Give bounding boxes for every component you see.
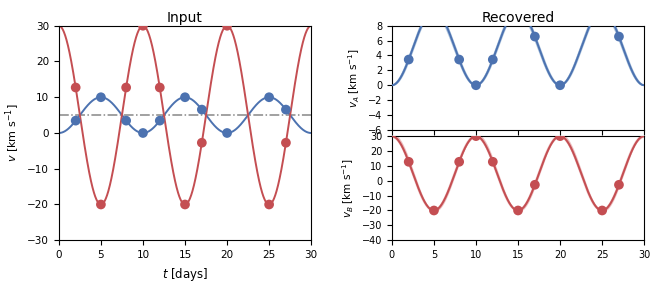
- Y-axis label: $v\ [\mathrm{km\ s}^{-1}]$: $v\ [\mathrm{km\ s}^{-1}]$: [3, 104, 22, 162]
- Point: [471, 134, 481, 138]
- Point: [95, 202, 106, 207]
- Point: [281, 107, 291, 112]
- Point: [180, 202, 190, 207]
- Point: [197, 107, 207, 112]
- Point: [180, 95, 190, 100]
- X-axis label: $t$ [days]: $t$ [days]: [162, 265, 208, 283]
- Point: [513, 208, 523, 213]
- Point: [597, 208, 608, 213]
- Point: [488, 160, 498, 164]
- Point: [264, 95, 274, 100]
- Point: [404, 160, 414, 164]
- Point: [471, 83, 481, 88]
- Point: [197, 140, 207, 145]
- Point: [555, 134, 565, 138]
- Point: [429, 208, 439, 213]
- Point: [597, 9, 608, 13]
- Title: Recovered: Recovered: [481, 11, 555, 25]
- Point: [454, 57, 464, 62]
- Point: [530, 34, 540, 39]
- Point: [530, 182, 540, 187]
- Point: [222, 131, 232, 135]
- Point: [71, 85, 81, 90]
- Point: [429, 9, 439, 13]
- Point: [71, 118, 81, 123]
- Y-axis label: $v_A\ [\mathrm{km\ s}^{-1}]$: $v_A\ [\mathrm{km\ s}^{-1}]$: [347, 48, 362, 108]
- Point: [121, 85, 131, 90]
- Point: [613, 182, 624, 187]
- Point: [281, 140, 291, 145]
- Point: [222, 23, 232, 28]
- Point: [121, 118, 131, 123]
- Point: [404, 57, 414, 62]
- Point: [555, 83, 565, 88]
- Point: [138, 23, 148, 28]
- Point: [488, 57, 498, 62]
- Point: [513, 9, 523, 13]
- Point: [264, 202, 274, 207]
- Point: [613, 34, 624, 39]
- Y-axis label: $v_B\ [\mathrm{km\ s}^{-1}]$: $v_B\ [\mathrm{km\ s}^{-1}]$: [341, 158, 356, 218]
- Title: Input: Input: [167, 11, 203, 25]
- Point: [138, 131, 148, 135]
- Point: [95, 95, 106, 100]
- Point: [154, 118, 165, 123]
- Point: [154, 85, 165, 90]
- Point: [454, 160, 464, 164]
